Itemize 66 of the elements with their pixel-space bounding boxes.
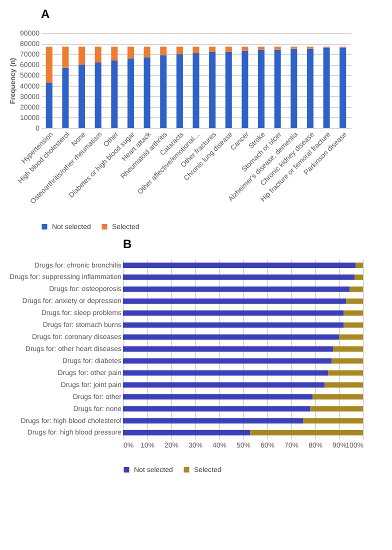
bar <box>94 46 102 63</box>
bar <box>111 60 118 128</box>
bar <box>127 58 134 128</box>
bar <box>344 310 363 316</box>
bar <box>274 46 281 50</box>
bar <box>290 48 298 128</box>
bar <box>250 430 363 436</box>
bar <box>209 52 216 128</box>
bar <box>62 68 69 128</box>
bar <box>312 394 363 400</box>
bar <box>176 54 183 128</box>
bar <box>144 57 150 128</box>
bar <box>46 46 52 83</box>
bar <box>242 46 248 51</box>
bar <box>209 46 216 52</box>
chart-title: A <box>41 7 50 21</box>
bar <box>123 286 350 292</box>
bar <box>225 52 232 128</box>
bar <box>242 50 248 128</box>
bar <box>123 262 356 268</box>
bar <box>176 46 183 54</box>
bar <box>344 322 363 328</box>
bar <box>192 53 200 128</box>
bar <box>306 48 314 128</box>
bar <box>303 418 363 424</box>
bar <box>123 394 313 400</box>
bar <box>339 334 363 340</box>
bar <box>332 358 363 364</box>
bar <box>225 46 232 52</box>
bar <box>78 64 86 128</box>
bar <box>356 262 363 268</box>
bar <box>310 406 363 412</box>
bar <box>123 430 250 436</box>
bar <box>354 274 363 280</box>
bar <box>350 286 363 292</box>
bar <box>123 298 346 304</box>
bar <box>340 48 346 128</box>
bar <box>78 46 86 65</box>
bar <box>46 82 52 128</box>
bar <box>160 46 167 56</box>
bar <box>111 46 118 60</box>
bar <box>123 382 325 388</box>
bar <box>160 55 167 128</box>
bar <box>62 46 69 68</box>
bar <box>323 48 330 128</box>
bar <box>123 346 333 352</box>
chart-title: B <box>123 237 132 251</box>
bar <box>144 46 150 58</box>
bar <box>274 50 281 128</box>
bar <box>123 274 355 280</box>
bar <box>123 334 339 340</box>
bar <box>192 46 200 54</box>
bar <box>123 370 328 376</box>
bar <box>123 322 344 328</box>
bar <box>324 382 363 388</box>
bar <box>328 370 363 376</box>
bar <box>258 46 265 50</box>
bar <box>123 358 332 364</box>
bar <box>94 62 102 128</box>
bar <box>123 418 303 424</box>
bar <box>258 50 265 128</box>
bar <box>127 46 134 58</box>
bar <box>123 406 310 412</box>
bar <box>346 298 363 304</box>
bar <box>333 346 363 352</box>
bar <box>123 310 344 316</box>
